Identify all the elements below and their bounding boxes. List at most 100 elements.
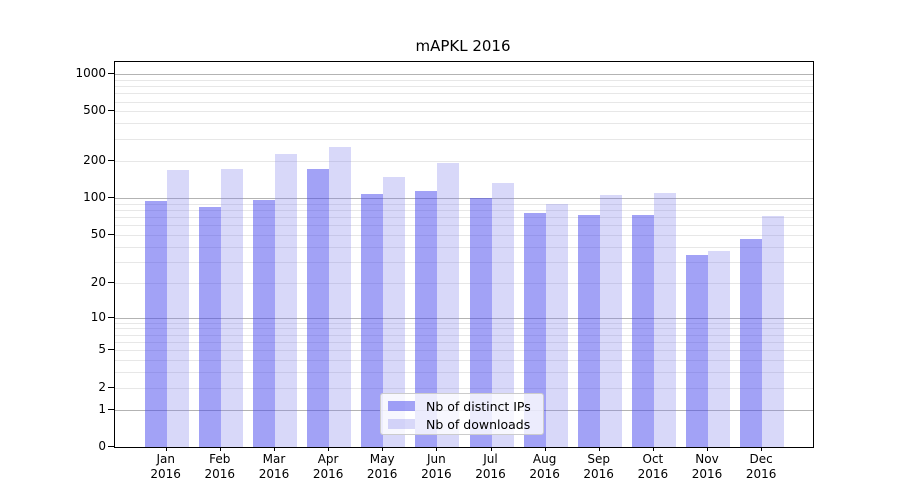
minor-gridline (115, 372, 813, 374)
bar-downloads (653, 192, 676, 447)
y-tick-mark (108, 386, 114, 388)
minor-gridline (115, 216, 813, 218)
legend: Nb of distinct IPs Nb of downloads (380, 393, 544, 435)
minor-gridline (115, 334, 813, 336)
y-tick-mark (108, 110, 114, 112)
x-tick-label: Feb 2016 (204, 452, 236, 481)
chart-title: mAPKL 2016 (415, 37, 511, 55)
bar-distinct-ips (144, 201, 167, 447)
y-tick-mark (108, 408, 114, 410)
bar-downloads (383, 176, 406, 447)
y-tick-label: 0 (98, 439, 106, 453)
x-tick-mark (707, 447, 708, 451)
minor-gridline (115, 322, 813, 324)
x-tick-label: Nov 2016 (691, 452, 723, 481)
bar-distinct-ips (740, 239, 763, 447)
legend-swatch-distinct-ips (388, 401, 415, 411)
y-tick-label: 20 (90, 274, 106, 289)
x-tick-mark (598, 447, 600, 451)
minor-gridline (115, 387, 813, 389)
bar-downloads (275, 154, 297, 447)
x-tick-label: Dec 2016 (745, 452, 777, 481)
legend-label-distinct-ips: Nb of distinct IPs (426, 398, 531, 414)
minor-gridline (115, 93, 813, 95)
minor-gridline (115, 123, 813, 125)
x-tick-label: Aug 2016 (529, 452, 560, 481)
y-tick-mark (108, 281, 114, 283)
bar-downloads (708, 250, 730, 447)
major-gridline (115, 197, 813, 199)
y-tick-mark (108, 233, 114, 235)
legend-swatch-downloads (388, 419, 415, 429)
y-tick-mark (108, 73, 114, 74)
y-tick-mark (108, 196, 114, 198)
minor-gridline (115, 79, 813, 81)
y-tick-label: 100 (83, 189, 106, 204)
bar-downloads (762, 216, 785, 447)
minor-gridline (115, 160, 813, 162)
y-tick-label: 5 (98, 342, 106, 357)
x-tick-mark (219, 447, 221, 451)
bar-downloads (220, 168, 243, 447)
y-tick-mark (108, 446, 114, 447)
x-tick-label: May 2016 (366, 452, 398, 481)
minor-gridline (115, 261, 813, 263)
x-tick-label: Apr 2016 (312, 452, 344, 481)
bar-distinct-ips (577, 214, 600, 447)
plot-area (114, 61, 814, 448)
x-tick-mark (490, 447, 492, 451)
x-tick-label: Mar 2016 (258, 452, 290, 481)
bar-distinct-ips (469, 197, 492, 447)
x-tick-mark (436, 447, 438, 451)
bar-distinct-ips (631, 214, 654, 447)
legend-label-downloads: Nb of downloads (426, 416, 531, 432)
x-tick-label: Jun 2016 (421, 452, 452, 481)
bar-distinct-ips (361, 194, 384, 447)
y-tick-label: 1000 (75, 66, 106, 80)
minor-gridline (115, 328, 813, 330)
bar-distinct-ips (253, 199, 275, 447)
bar-distinct-ips (415, 191, 438, 447)
y-tick-mark (108, 159, 114, 161)
x-tick-mark (761, 447, 763, 451)
legend-item-downloads: Nb of downloads (381, 415, 543, 433)
y-tick-label: 2 (98, 379, 106, 394)
y-tick-label: 500 (83, 103, 106, 118)
minor-gridline (115, 246, 813, 248)
minor-gridline (115, 203, 813, 205)
x-tick-label: Oct 2016 (637, 452, 669, 481)
major-gridline (115, 317, 813, 319)
x-tick-mark (328, 447, 330, 451)
minor-gridline (115, 86, 813, 87)
x-tick-mark (382, 447, 384, 451)
y-tick-label: 1 (98, 401, 106, 416)
y-tick-mark (108, 349, 114, 351)
minor-gridline (115, 209, 813, 211)
bar-distinct-ips (198, 206, 221, 447)
minor-gridline (115, 282, 813, 284)
legend-item-distinct-ips: Nb of distinct IPs (381, 397, 543, 415)
x-tick-label: Jan 2016 (150, 452, 181, 481)
minor-gridline (115, 234, 813, 236)
minor-gridline (115, 138, 813, 140)
minor-gridline (115, 111, 813, 113)
bar-downloads (329, 146, 352, 447)
bar-downloads (166, 170, 189, 447)
bar-downloads (437, 162, 460, 447)
minor-gridline (115, 350, 813, 352)
bar-distinct-ips (307, 169, 330, 447)
x-tick-mark (652, 447, 654, 451)
minor-gridline (115, 360, 813, 362)
y-tick-label: 10 (90, 309, 106, 324)
bar-downloads (599, 195, 622, 447)
minor-gridline (115, 225, 813, 227)
x-tick-mark (544, 447, 546, 451)
y-tick-mark (108, 316, 114, 318)
x-tick-mark (165, 447, 167, 451)
bar-distinct-ips (523, 213, 546, 447)
bar-distinct-ips (686, 255, 708, 447)
major-gridline (115, 74, 813, 75)
minor-gridline (115, 341, 813, 343)
bar-downloads (491, 183, 514, 447)
